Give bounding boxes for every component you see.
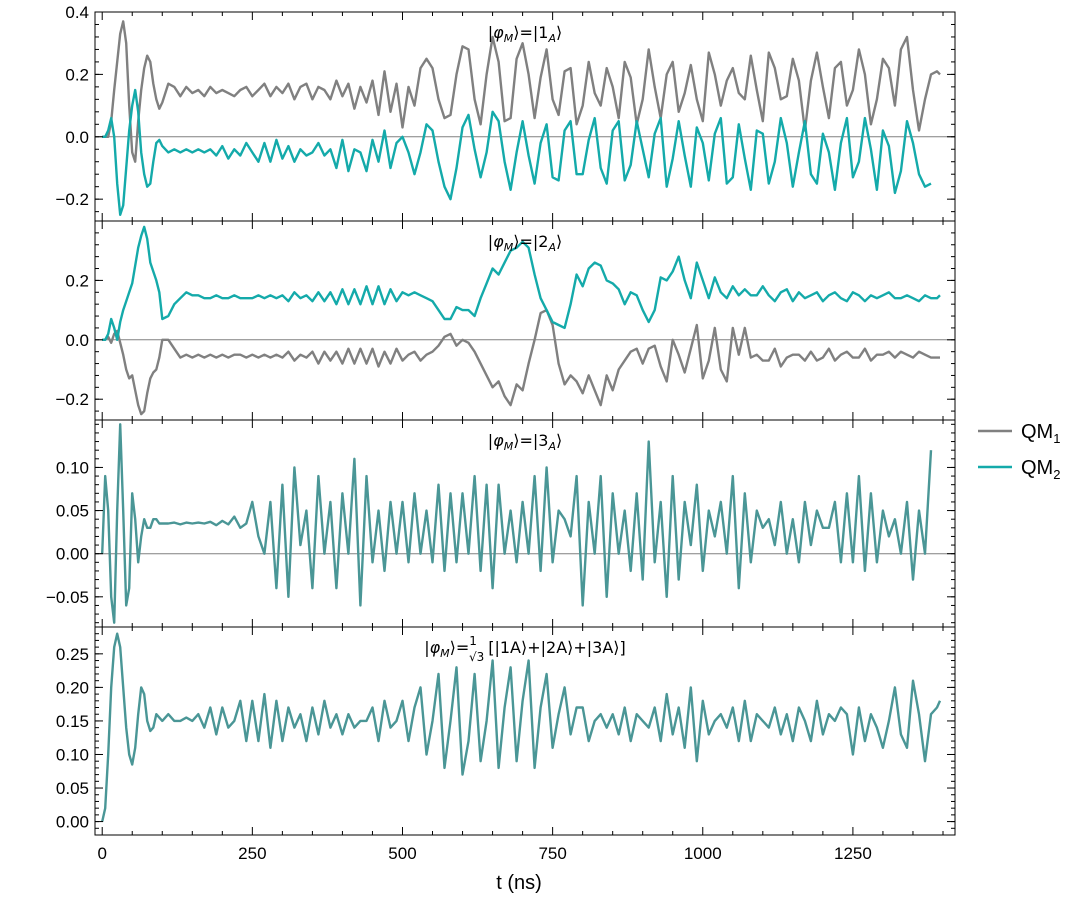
- panel-title-part: A: [547, 241, 556, 254]
- panel-1: −0.2 0.0 0.2 0.4 |φM⟩=|1A⟩: [55, 3, 956, 222]
- legend-label-QM1: QM1: [1021, 421, 1060, 446]
- panel-title: |φM⟩=|2A⟩: [488, 232, 562, 254]
- series-line-QM2-panel-2: [102, 225, 941, 341]
- y-tick-label: −0.2: [55, 390, 89, 409]
- panel-title-part: ⟩: [556, 431, 562, 450]
- y-tick-label: 0.10: [56, 458, 89, 477]
- x-tick-label: 1250: [834, 844, 872, 863]
- y-tick-label: 0.15: [56, 712, 89, 731]
- x-tick-label: 0: [97, 844, 106, 863]
- y-tick-label: 0.00: [56, 813, 89, 832]
- legend-label-sub: 1: [1053, 431, 1060, 446]
- panel-title-part: M: [504, 32, 514, 45]
- y-tick-label: 0.00: [56, 545, 89, 564]
- y-tick-label: 0.25: [56, 645, 89, 664]
- panel-2: −0.2 0.0 0.2 |φM⟩=|2A⟩: [55, 220, 956, 421]
- y-tick-label: 0.0: [65, 331, 89, 350]
- panel-title-part: ⟩=|1: [513, 23, 548, 42]
- y-tick-label: 0.4: [65, 3, 89, 22]
- x-tick-label: 750: [538, 844, 566, 863]
- panel-frame: [94, 11, 956, 222]
- panel-title-part: ⟩=|2: [513, 232, 548, 251]
- y-tick-label: −0.05: [46, 588, 89, 607]
- x-tick-label: 250: [238, 844, 266, 863]
- panel-title-part: |φ: [488, 23, 504, 42]
- panel-title-part: ⟩=|3: [513, 431, 548, 450]
- panel-title-part: √3: [469, 650, 484, 664]
- legend-label-base: QM: [1021, 421, 1053, 443]
- y-tick-label: 0.10: [56, 745, 89, 764]
- panels-group: −0.20.00.20.4|φM⟩=|1A⟩−0.20.00.2|φM⟩=|2A…: [46, 3, 956, 836]
- panel-title-part: |φ: [488, 431, 504, 450]
- panel-title-part: A: [547, 440, 556, 453]
- y-tick-label: 0.2: [65, 65, 89, 84]
- series-line-QM1-panel-2: [102, 308, 940, 416]
- panel-title-part: M: [504, 241, 514, 254]
- y-tick-label: 0.05: [56, 779, 89, 798]
- panel-title-part: ⟩: [556, 232, 562, 251]
- panel-frame: [94, 626, 956, 836]
- y-tick-label: 0.0: [65, 128, 89, 147]
- panel-4: 0.00 0.05 0.10 0.15 0.20 0.25 |φM⟩=1 √3 [|1A⟩+|2…: [56, 626, 956, 836]
- panel-title: |φM⟩=|1A⟩: [488, 23, 562, 45]
- legend-label-QM2: QM2: [1021, 457, 1060, 482]
- panel-title-part: ⟩=: [450, 638, 470, 657]
- panel-title-part: A: [547, 32, 556, 45]
- series-line-QM1-panel-1: [102, 20, 941, 163]
- x-tick-label: 500: [388, 844, 416, 863]
- panel-title-part: M: [504, 440, 514, 453]
- panel-title: |φM⟩=|3A⟩: [488, 431, 562, 453]
- panel-title-part: |φ: [488, 232, 504, 251]
- panel-title-part: |φ: [424, 638, 440, 657]
- y-tick-label: 0.2: [65, 271, 89, 290]
- legend-label-base: QM: [1021, 457, 1053, 479]
- panel-title: |φM⟩=1 √3 [|1A⟩+|2A⟩+|3A⟩]: [424, 634, 626, 664]
- series-line-overlap-panel-3: [101, 423, 933, 624]
- panel-title-part: [|1A⟩+|2A⟩+|3A⟩]: [488, 638, 626, 657]
- x-axis-label: t (ns): [496, 872, 542, 894]
- panel-title-part: ⟩: [556, 23, 562, 42]
- x-tick-label: 1000: [684, 844, 722, 863]
- panel-title-part: M: [440, 647, 450, 660]
- legend-label-sub: 2: [1053, 467, 1060, 482]
- y-tick-label: −0.2: [55, 190, 89, 209]
- panel-title-part: 1: [469, 634, 477, 648]
- series-line-QM2-panel-1: [102, 88, 932, 216]
- y-tick-label: 0.20: [56, 678, 89, 697]
- panel-3: −0.05 0.00 0.05 0.10 |φM⟩=|3A⟩: [46, 419, 956, 628]
- series-line-overlap-panel-4: [101, 632, 942, 822]
- y-tick-label: 0.05: [56, 502, 89, 521]
- x-axis: 0 250 500 750 1000 1250: [97, 844, 871, 863]
